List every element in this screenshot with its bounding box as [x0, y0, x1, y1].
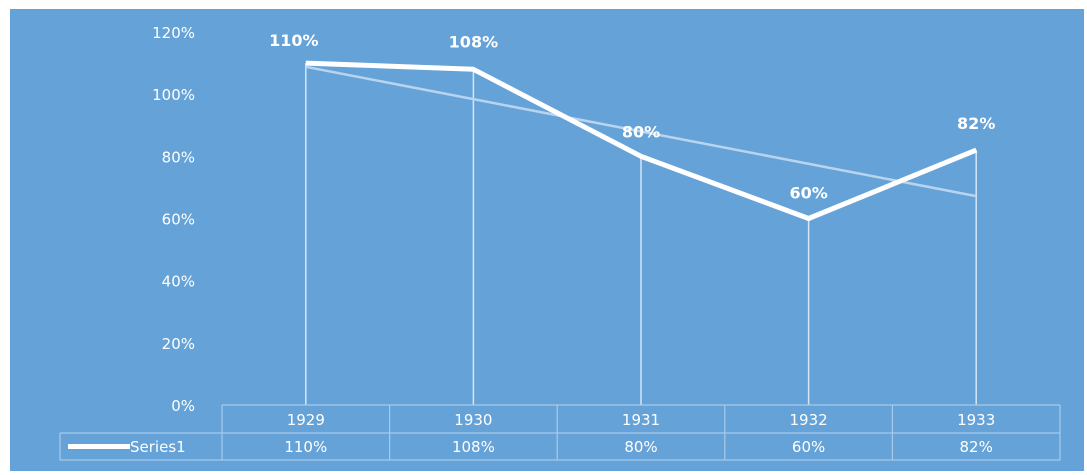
y-tick-label: 100%	[152, 86, 195, 104]
series-layer	[305, 60, 978, 221]
chart-area: 0% 20% 40% 60% 80% 100% 120% 110% 108% 80% 60% 82%…	[10, 9, 1084, 471]
series-line	[305, 60, 978, 221]
y-tick-label: 60%	[162, 211, 195, 229]
data-label: 110%	[269, 31, 318, 50]
trendline-layer	[305, 65, 977, 198]
y-tick-label: 120%	[152, 24, 195, 42]
table-value: 80%	[624, 438, 657, 456]
table-value: 82%	[960, 438, 993, 456]
x-tick-label: 1932	[790, 411, 828, 429]
x-tick-label: 1929	[287, 411, 325, 429]
drop-lines	[305, 63, 977, 405]
trendline	[305, 65, 977, 198]
data-label: 80%	[622, 122, 660, 141]
data-table: 1929 1930 1931 1932 1933 Series1 110% 108% 80% 60…	[59, 404, 1061, 461]
data-label: 82%	[957, 114, 995, 133]
table-value: 110%	[284, 438, 327, 456]
x-tick-label: 1930	[454, 411, 492, 429]
table-value: 108%	[452, 438, 495, 456]
data-label: 60%	[789, 184, 827, 203]
y-tick-label: 40%	[162, 273, 195, 291]
y-tick-label: 0%	[171, 397, 195, 415]
data-labels: 110% 108% 80% 60% 82%	[269, 31, 995, 202]
y-tick-label: 80%	[162, 148, 195, 166]
x-tick-label: 1933	[957, 411, 995, 429]
y-axis: 0% 20% 40% 60% 80% 100% 120%	[152, 24, 195, 415]
legend-label: Series1	[130, 438, 186, 456]
y-tick-label: 20%	[162, 335, 195, 353]
data-label: 108%	[449, 32, 498, 51]
x-tick-label: 1931	[622, 411, 660, 429]
line-chart: 0% 20% 40% 60% 80% 100% 120% 110% 108% 80% 60% 82%…	[59, 24, 1061, 461]
table-value: 60%	[792, 438, 825, 456]
